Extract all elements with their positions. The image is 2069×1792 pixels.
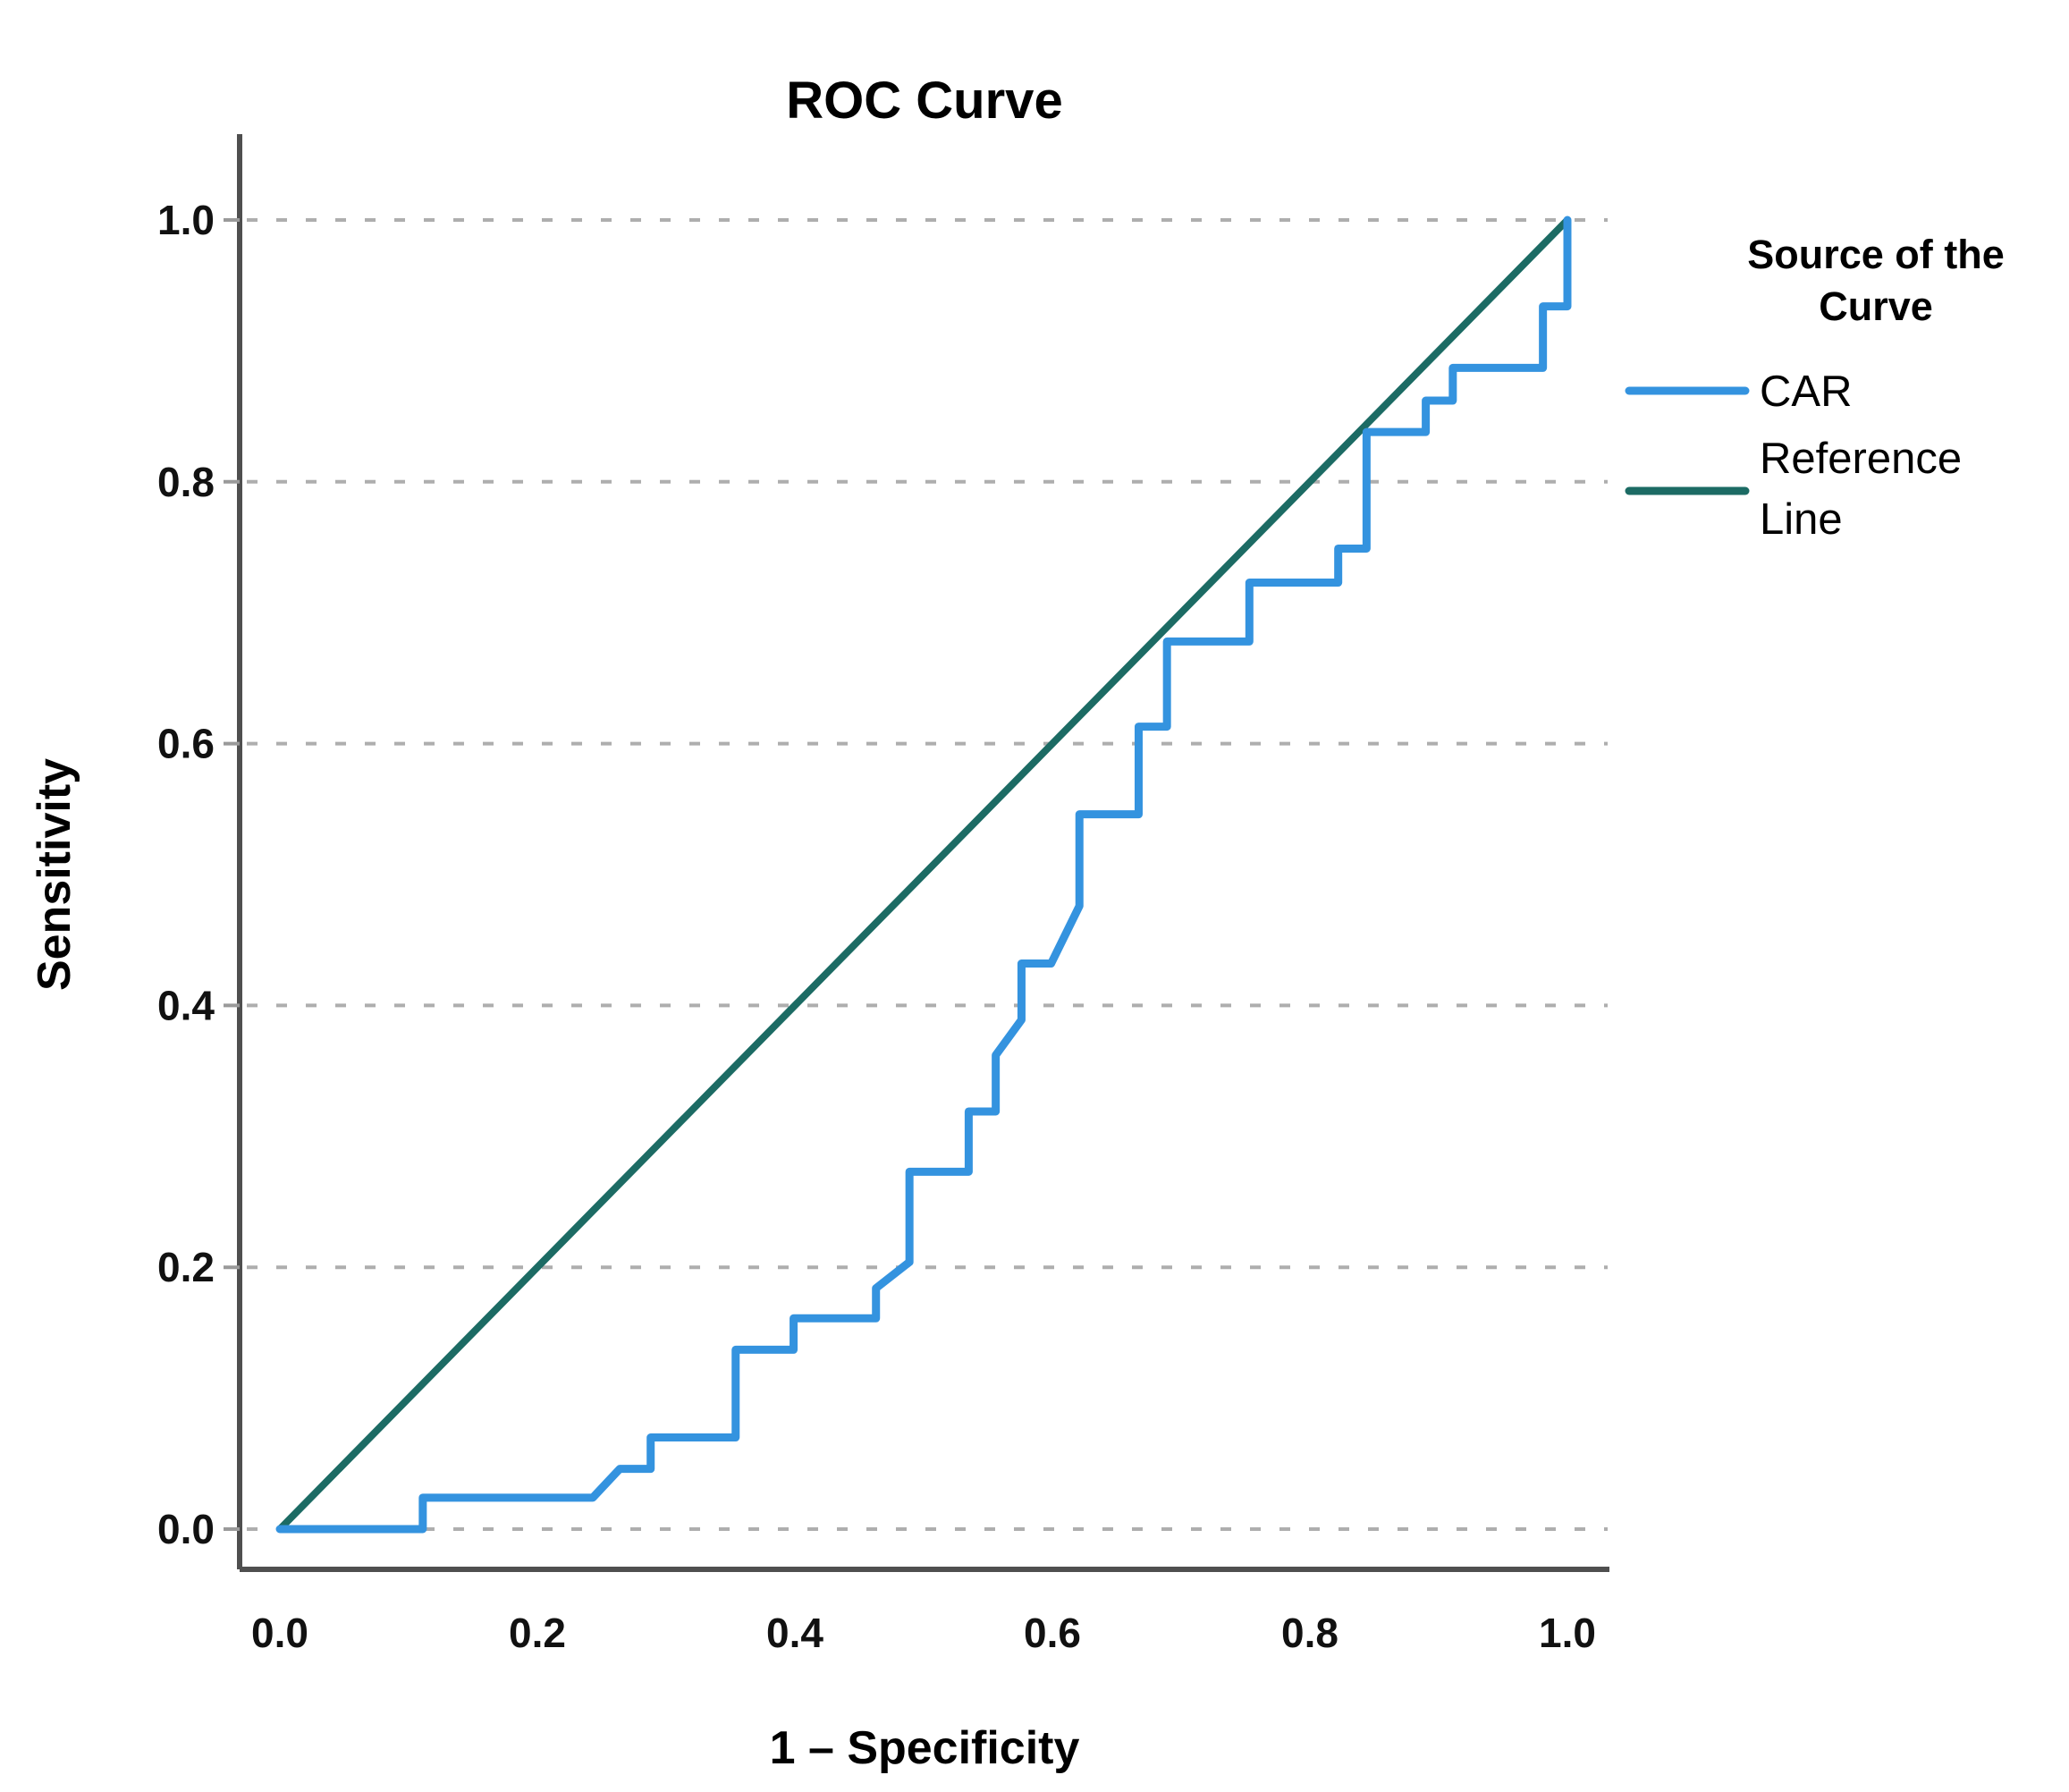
- legend-item-label-line1: Reference: [1760, 435, 1962, 483]
- legend-item-reference-line: Reference Line: [1625, 435, 1962, 544]
- y-tick-label-0.8: 0.8: [157, 459, 215, 505]
- legend-item-label-line1: CAR: [1760, 368, 1852, 416]
- x-tick-label-0.8: 0.8: [1281, 1610, 1339, 1656]
- y-axis-ticks: 0.0 0.2 0.4 0.6 0.8 1.0: [157, 197, 240, 1552]
- legend-item-label-line2: Line: [1760, 495, 1843, 544]
- x-tick-label-0.2: 0.2: [509, 1610, 566, 1656]
- x-tick-label-0.0: 0.0: [251, 1610, 308, 1656]
- chart-title: ROC Curve: [786, 72, 1062, 130]
- plot-series: [275, 216, 1572, 1534]
- legend-items: CAR Reference Line: [1625, 368, 1962, 544]
- axis-frame: [237, 134, 1609, 1572]
- x-axis-label: 1 – Specificity: [770, 1722, 1080, 1774]
- y-tick-label-0.2: 0.2: [157, 1244, 215, 1290]
- y-tick-label-0.0: 0.0: [157, 1506, 215, 1552]
- legend-title-line2: Curve: [1819, 283, 1933, 329]
- x-tick-label-0.6: 0.6: [1024, 1610, 1081, 1656]
- y-axis-label: Sensitivity: [29, 758, 80, 991]
- reference-line-curve: [276, 216, 1571, 1533]
- legend-title-line1: Source of the: [1747, 232, 2005, 277]
- legend-item-car: CAR: [1625, 368, 1852, 416]
- legend: Source of the Curve CAR Reference Line: [1625, 232, 2005, 544]
- x-tick-label-0.4: 0.4: [766, 1610, 823, 1656]
- y-tick-label-0.6: 0.6: [157, 721, 215, 767]
- y-tick-label-1.0: 1.0: [157, 197, 215, 243]
- x-axis-ticks: 0.0 0.2 0.4 0.6 0.8 1.0: [251, 1610, 1596, 1656]
- car-curve: [275, 216, 1572, 1534]
- y-tick-label-0.4: 0.4: [157, 982, 215, 1028]
- x-tick-label-1.0: 1.0: [1539, 1610, 1596, 1656]
- gridlines: [247, 218, 1608, 1531]
